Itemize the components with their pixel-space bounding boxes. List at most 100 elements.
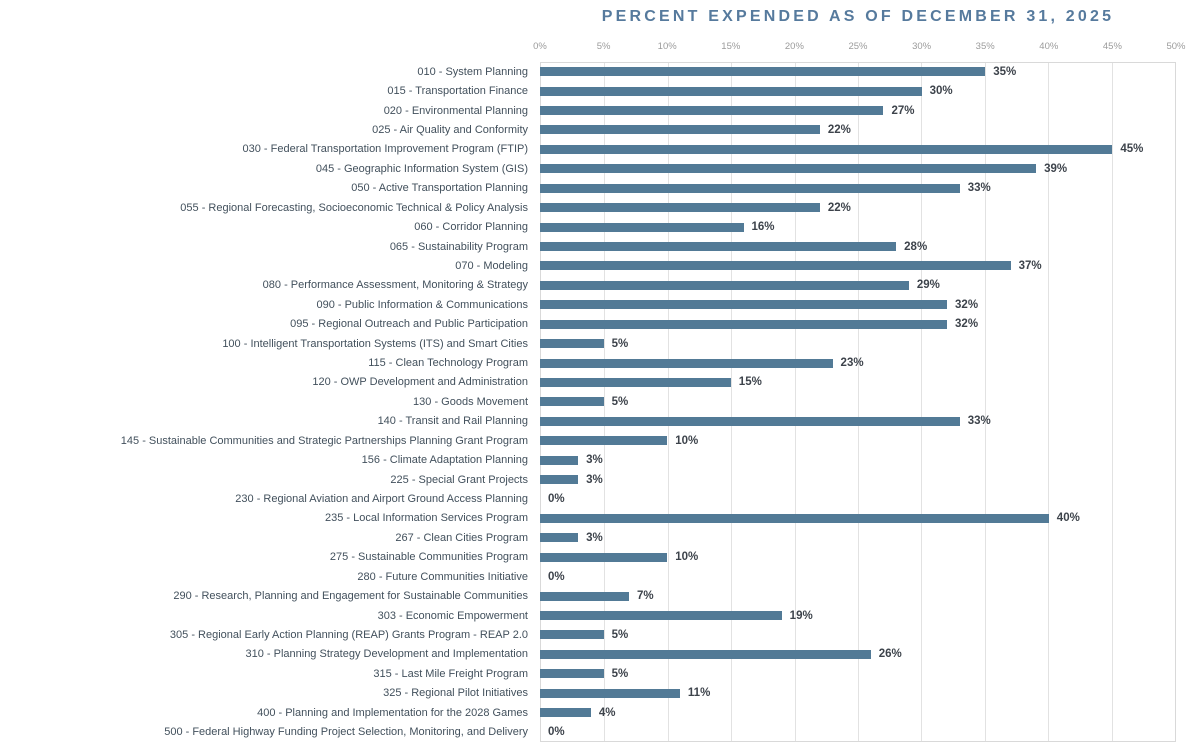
value-label: 0%	[548, 492, 565, 505]
value-label: 22%	[827, 201, 851, 214]
bar[interactable]	[540, 649, 871, 659]
bar-track: 10%	[540, 431, 1176, 450]
bar[interactable]	[540, 416, 960, 426]
bar-track: 23%	[540, 353, 1176, 372]
value-label: 19%	[789, 609, 813, 622]
bar[interactable]	[540, 319, 948, 329]
value-label: 27%	[891, 104, 915, 117]
bar[interactable]	[540, 533, 579, 543]
x-axis-tick-label: 35%	[975, 41, 995, 52]
value-label: 0%	[548, 570, 565, 583]
bar-row: 145 - Sustainable Communities and Strate…	[0, 431, 1200, 450]
bar-track: 37%	[540, 256, 1176, 275]
bar-row: 156 - Climate Adaptation Planning 3%	[0, 450, 1200, 469]
bar-track: 30%	[540, 81, 1176, 100]
bar-track: 22%	[540, 198, 1176, 217]
category-label: 115 - Clean Technology Program	[368, 357, 528, 370]
category-label: 120 - OWP Development and Administration	[312, 376, 528, 389]
bar-row: 060 - Corridor Planning 16%	[0, 217, 1200, 236]
category-label: 080 - Performance Assessment, Monitoring…	[262, 279, 528, 292]
value-label: 3%	[586, 473, 603, 486]
bar-track: 27%	[540, 101, 1176, 120]
bar[interactable]	[540, 300, 948, 310]
bar[interactable]	[540, 436, 668, 446]
bar-row: 230 - Regional Aviation and Airport Grou…	[0, 489, 1200, 508]
bar[interactable]	[540, 164, 1037, 174]
bar[interactable]	[540, 397, 604, 407]
bar[interactable]	[540, 222, 744, 232]
category-label: 030 - Federal Transportation Improvement…	[242, 143, 529, 156]
bar[interactable]	[540, 67, 986, 77]
category-label: 500 - Federal Highway Funding Project Se…	[164, 726, 528, 739]
bar[interactable]	[540, 591, 630, 601]
bar-track: 5%	[540, 392, 1176, 411]
bar-track: 39%	[540, 159, 1176, 178]
bar-row: 315 - Last Mile Freight Program 5%	[0, 664, 1200, 683]
bar-row: 025 - Air Quality and Conformity 22%	[0, 120, 1200, 139]
bar[interactable]	[540, 144, 1113, 154]
bar-row: 275 - Sustainable Communities Program 10%	[0, 548, 1200, 567]
value-label: 3%	[586, 454, 603, 467]
gridline	[921, 63, 923, 741]
bar[interactable]	[540, 669, 604, 679]
category-label: 230 - Regional Aviation and Airport Grou…	[235, 492, 528, 505]
bar[interactable]	[540, 106, 884, 116]
bar[interactable]	[540, 261, 1011, 271]
bar[interactable]	[540, 688, 680, 698]
bar[interactable]	[540, 611, 782, 621]
bar-row: 010 - System Planning 35%	[0, 62, 1200, 81]
value-label: 29%	[916, 279, 940, 292]
bar-row: 055 - Regional Forecasting, Socioeconomi…	[0, 198, 1200, 217]
category-label: 145 - Sustainable Communities and Strate…	[120, 434, 528, 447]
bar[interactable]	[540, 86, 922, 96]
bar-row: 030 - Federal Transportation Improvement…	[0, 140, 1200, 159]
category-label: 156 - Climate Adaptation Planning	[361, 454, 528, 467]
category-label: 055 - Regional Forecasting, Socioeconomi…	[180, 201, 528, 214]
bar[interactable]	[540, 339, 604, 349]
gridline	[1111, 63, 1113, 741]
bar[interactable]	[540, 358, 833, 368]
bar[interactable]	[540, 280, 909, 290]
value-label: 3%	[586, 531, 603, 544]
bar[interactable]	[540, 377, 731, 387]
gridline	[731, 63, 733, 741]
category-label: 100 - Intelligent Transportation Systems…	[222, 337, 528, 350]
bar[interactable]	[540, 513, 1049, 523]
bar-row: 290 - Research, Planning and Engagement …	[0, 586, 1200, 605]
bar-track: 33%	[540, 412, 1176, 431]
bar[interactable]	[540, 203, 820, 213]
x-axis-tick-label: 25%	[848, 41, 868, 52]
x-axis-tick-label: 50%	[1166, 41, 1186, 52]
value-label: 37%	[1018, 259, 1042, 272]
category-label: 015 - Transportation Finance	[387, 85, 528, 98]
bar[interactable]	[540, 455, 579, 465]
gridline	[667, 63, 669, 741]
bar[interactable]	[540, 125, 820, 135]
plot-area	[540, 62, 1176, 742]
bar[interactable]	[540, 630, 604, 640]
bar-track: 3%	[540, 470, 1176, 489]
value-label: 28%	[904, 240, 928, 253]
bar-track: 28%	[540, 237, 1176, 256]
bar[interactable]	[540, 552, 668, 562]
bar-row: 130 - Goods Movement 5%	[0, 392, 1200, 411]
bar-track: 3%	[540, 450, 1176, 469]
gridline	[604, 63, 606, 741]
bar[interactable]	[540, 183, 960, 193]
value-label: 35%	[993, 65, 1017, 78]
chart-title: PERCENT EXPENDED AS OF DECEMBER 31, 2025	[601, 8, 1115, 25]
bar-track: 5%	[540, 625, 1176, 644]
bar[interactable]	[540, 242, 897, 251]
gridline	[1048, 63, 1050, 741]
x-axis-tick-label: 45%	[1102, 41, 1122, 52]
bar-row: 045 - Geographic Information System (GIS…	[0, 159, 1200, 178]
value-label: 39%	[1044, 162, 1068, 175]
category-label: 235 - Local Information Services Program	[325, 512, 528, 525]
category-label: 280 - Future Communities Initiative	[357, 570, 528, 583]
value-label: 7%	[637, 590, 654, 603]
bar-track: 5%	[540, 664, 1176, 683]
bar-track: 26%	[540, 645, 1176, 664]
bar[interactable]	[540, 708, 591, 718]
bar[interactable]	[540, 475, 579, 485]
